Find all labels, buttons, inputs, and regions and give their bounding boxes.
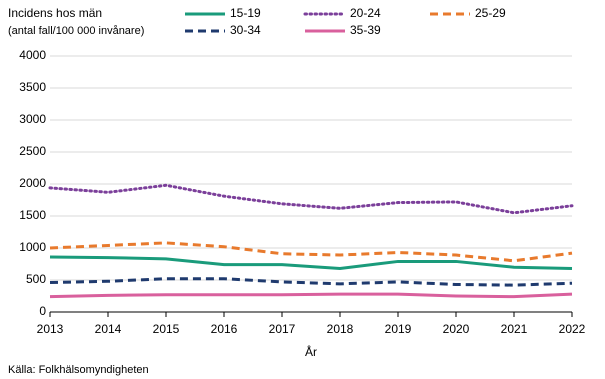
y-tick-label: 1000 — [19, 240, 46, 254]
y-tick-label: 2000 — [19, 176, 46, 190]
legend-label: 15-19 — [230, 6, 261, 20]
line-series — [49, 292, 573, 299]
x-tick-label: 2021 — [501, 322, 528, 336]
y-tick-label: 3500 — [19, 80, 46, 94]
y-tick-label: 0 — [39, 304, 46, 318]
y-tick-label: 500 — [26, 272, 46, 286]
x-tick-label: 2022 — [559, 322, 586, 336]
x-axis-label: År — [305, 344, 317, 359]
y-tick-label: 2500 — [19, 144, 46, 158]
chart-subtitle: (antal fall/100 000 invånare) — [8, 25, 144, 37]
x-tick-label: 2018 — [327, 322, 354, 336]
legend-label: 30-34 — [230, 23, 261, 37]
line-series — [48, 183, 574, 215]
legend-label: 35-39 — [350, 23, 381, 37]
legend-label: 25-29 — [475, 6, 506, 20]
x-tick-label: 2013 — [37, 322, 64, 336]
line-series — [49, 277, 573, 287]
x-tick-label: 2015 — [153, 322, 180, 336]
y-tick-label: 3000 — [19, 112, 46, 126]
x-tick-label: 2014 — [95, 322, 122, 336]
line-series — [49, 241, 573, 263]
x-tick-label: 2020 — [443, 322, 470, 336]
x-tick-label: 2016 — [211, 322, 238, 336]
y-tick-label: 1500 — [19, 208, 46, 222]
x-tick-label: 2019 — [385, 322, 412, 336]
y-tick-label: 4000 — [19, 48, 46, 62]
x-tick-label: 2017 — [269, 322, 296, 336]
source: Källa: Folkhälsomyndigheten — [8, 364, 149, 376]
chart-title: Incidens hos män — [8, 6, 102, 20]
legend-label: 20-24 — [350, 6, 381, 20]
line-series — [49, 255, 573, 270]
